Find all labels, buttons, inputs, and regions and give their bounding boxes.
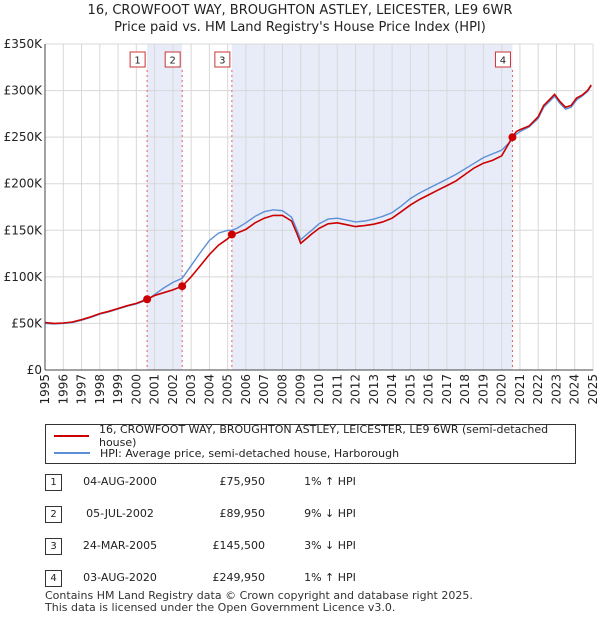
x-tick-label: 2005	[221, 374, 235, 405]
sale-label-box	[214, 51, 231, 68]
sale-price: £89,950	[219, 507, 266, 520]
x-tick-label: 2018	[458, 374, 472, 405]
x-tick-label: 2019	[476, 374, 490, 405]
sale-number-badge: 3	[45, 538, 62, 555]
x-tick-label: 2000	[129, 374, 143, 405]
x-tick-label: 2001	[148, 374, 162, 405]
legend-item-hpi: HPI: Average price, semi-detached house,…	[54, 445, 399, 461]
footer-license: This data is licensed under the Open Gov…	[45, 601, 396, 614]
legend-label-hpi: HPI: Average price, semi-detached house,…	[100, 446, 400, 460]
legend: 16, CROWFOOT WAY, BROUGHTON ASTLEY, LEIC…	[45, 423, 576, 464]
x-tick-label: 2016	[422, 374, 436, 405]
ownership-shaded-range	[147, 44, 183, 370]
x-tick-label: 1995	[38, 374, 52, 405]
y-tick-label: £300K	[4, 84, 44, 98]
sale-date: 05-JUL-2002	[86, 507, 154, 520]
sale-price: £249,950	[212, 571, 266, 584]
x-tick-label: 2010	[312, 374, 326, 405]
sale-label-text: 1	[134, 56, 140, 67]
x-tick-label: 2012	[349, 374, 363, 405]
y-tick-label: £200K	[4, 177, 44, 191]
future-region	[592, 44, 593, 370]
footer: Contains HM Land Registry data © Crown c…	[45, 590, 473, 614]
x-tick-label: 2009	[294, 374, 308, 405]
x-tick-label: 2017	[440, 374, 454, 405]
sale-label-box	[129, 51, 146, 68]
sale-label-box	[164, 51, 181, 68]
y-tick-label: £50K	[11, 316, 43, 330]
sale-label-box	[494, 51, 511, 68]
sale-date: 24-MAR-2005	[82, 539, 158, 552]
sale-price: £75,950	[219, 475, 266, 488]
sale-label-text: 3	[219, 56, 225, 67]
y-tick-label: £0	[27, 363, 42, 377]
legend-label-property: 16, CROWFOOT WAY, BROUGHTON ASTLEY, LEIC…	[98, 423, 549, 449]
chart-title: 16, CROWFOOT WAY, BROUGHTON ASTLEY, LEIC…	[0, 2, 600, 36]
sale-point	[227, 230, 236, 239]
table-row: 1 04-AUG-2000 £75,950 1% ↑ HPI	[45, 474, 405, 491]
y-tick-label: £350K	[4, 37, 44, 51]
sale-hpi-diff: 1% ↑ HPI	[304, 571, 356, 584]
table-row: 4 03-AUG-2020 £249,950 1% ↑ HPI	[45, 570, 405, 587]
x-tick-label: 2006	[239, 374, 253, 405]
y-tick-label: £150K	[4, 223, 44, 237]
sale-date: 03-AUG-2020	[83, 571, 157, 584]
ownership-shaded-range	[231, 44, 513, 370]
sale-date: 04-AUG-2000	[83, 475, 157, 488]
x-tick-label: 2025	[586, 374, 600, 405]
y-tick-label: £250K	[4, 130, 44, 144]
legend-swatch-property	[54, 435, 89, 437]
sale-label-text: 2	[169, 56, 175, 67]
sale-number-badge: 4	[45, 570, 62, 587]
legend-item-property: 16, CROWFOOT WAY, BROUGHTON ASTLEY, LEIC…	[54, 423, 575, 449]
x-tick-label: 2003	[184, 374, 198, 405]
sale-number-badge: 2	[45, 506, 62, 523]
x-tick-label: 2023	[549, 374, 563, 405]
x-tick-label: 2020	[495, 374, 509, 405]
footer-copyright: Contains HM Land Registry data © Crown c…	[45, 589, 473, 602]
x-tick-label: 1999	[111, 374, 125, 405]
sale-hpi-diff: 3% ↓ HPI	[304, 539, 356, 552]
y-tick-label: £100K	[4, 270, 44, 284]
table-row: 3 24-MAR-2005 £145,500 3% ↓ HPI	[45, 538, 405, 555]
x-tick-label: 1997	[75, 374, 89, 405]
x-tick-label: 2014	[385, 374, 399, 405]
x-tick-label: 2022	[531, 374, 545, 405]
x-tick-label: 2024	[568, 374, 582, 405]
sale-label-text: 4	[500, 56, 506, 67]
x-tick-label: 2004	[202, 374, 216, 405]
x-tick-label: 2002	[166, 374, 180, 405]
sale-point	[508, 133, 517, 142]
x-tick-label: 2013	[367, 374, 381, 405]
x-tick-label: 2007	[257, 374, 271, 405]
sale-number-badge: 1	[45, 474, 62, 491]
x-tick-label: 2008	[275, 374, 289, 405]
x-tick-label: 1998	[93, 374, 107, 405]
sale-point	[143, 295, 152, 304]
x-tick-label: 2015	[403, 374, 417, 405]
price-chart: 1 2 3 4 £0 £50K £100K £150K £200K £250K £300K £350K…	[4, 37, 600, 405]
legend-swatch-hpi	[54, 452, 90, 454]
table-row: 2 05-JUL-2002 £89,950 9% ↓ HPI	[45, 506, 405, 523]
sale-hpi-diff: 9% ↓ HPI	[304, 507, 356, 520]
x-tick-label: 2011	[330, 374, 344, 405]
sale-point	[178, 282, 187, 291]
sale-price: £145,500	[212, 539, 266, 552]
sale-hpi-diff: 1% ↑ HPI	[304, 475, 356, 488]
x-tick-label: 1996	[56, 374, 70, 405]
title-line-2: Price paid vs. HM Land Registry's House …	[114, 20, 486, 35]
x-tick-label: 2021	[513, 374, 527, 405]
title-line-1: 16, CROWFOOT WAY, BROUGHTON ASTLEY, LEIC…	[87, 3, 513, 18]
